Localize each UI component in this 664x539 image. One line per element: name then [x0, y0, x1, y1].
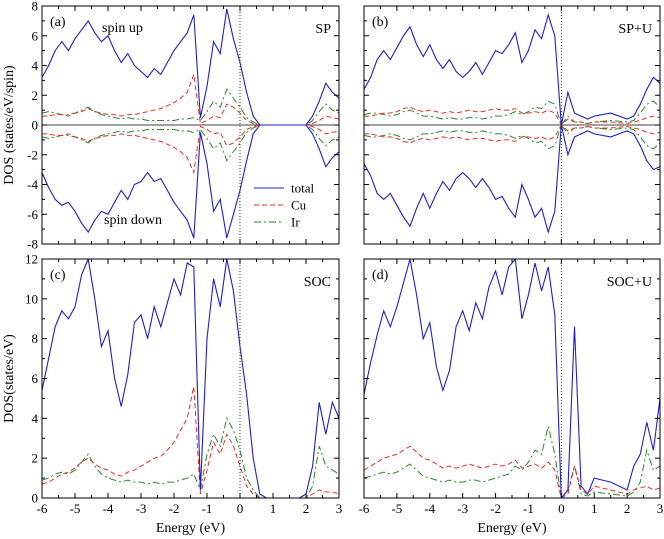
y-tick-label: 8 — [32, 0, 39, 14]
panel-b: (b) SP+U — [363, 5, 661, 245]
x-tick-label: -6 — [37, 501, 48, 516]
series-total-spin-down — [42, 124, 339, 239]
panel-label: (a) — [50, 15, 66, 30]
panel-a: -8 -6 -4 -2 0 2 4 6 8 (a) SP spin up spin down total C… — [2, 0, 340, 252]
panel-title: SP — [315, 22, 331, 37]
panel-label: (b) — [372, 15, 389, 30]
x-axis-title: Energy (eV) — [477, 521, 547, 536]
panel-label: (d) — [372, 268, 389, 283]
series-cu-spin-down — [364, 124, 660, 144]
series-total-spin-up — [364, 12, 660, 126]
x-tick-label: 1 — [270, 501, 277, 516]
x-tick-label: -6 — [359, 501, 370, 516]
x-tick-label: 0 — [237, 501, 244, 516]
legend-label-total: total — [291, 181, 314, 196]
panel-title: SOC+U — [607, 275, 652, 290]
legend-label-cu: Cu — [291, 198, 307, 213]
x-tick-label: -3 — [136, 501, 147, 516]
y-tick-label: -6 — [27, 207, 38, 222]
y-axis-title: DOS (states/eV/spin) — [2, 65, 17, 185]
y-tick-label: 4 — [32, 58, 39, 73]
x-tick-label: -5 — [391, 501, 402, 516]
spin-down-annotation: spin down — [104, 213, 162, 228]
y-tick-label: -8 — [27, 237, 38, 252]
x-tick-label: -2 — [490, 501, 501, 516]
series-total — [42, 259, 339, 498]
x-tick-label: 2 — [303, 501, 310, 516]
y-tick-label: -4 — [27, 177, 38, 192]
y-tick-label: -2 — [27, 147, 38, 162]
y-tick-label: 12 — [25, 252, 38, 267]
y-tick-label: 6 — [32, 371, 39, 386]
y-tick-label: 6 — [32, 28, 39, 43]
x-tick-label: -2 — [169, 501, 180, 516]
x-tick-label: 0 — [558, 501, 565, 516]
x-axis-title: Energy (eV) — [156, 521, 226, 536]
series-total — [364, 259, 660, 498]
x-tick-label: 2 — [624, 501, 631, 516]
series-ir-spin-down — [364, 123, 660, 150]
series-ir-spin-down — [42, 124, 339, 162]
x-tick-label: -1 — [202, 501, 213, 516]
x-tick-label: 1 — [591, 501, 598, 516]
y-tick-label: 10 — [25, 291, 38, 306]
legend-label-ir: Ir — [291, 215, 300, 230]
y-tick-label: 0 — [32, 118, 39, 133]
series-ir — [364, 426, 660, 498]
series-ir-spin-up — [42, 88, 339, 126]
y-tick-label: 2 — [32, 451, 39, 466]
x-tick-label: -5 — [70, 501, 81, 516]
x-tick-label: -4 — [103, 501, 114, 516]
series-cu-spin-up — [42, 74, 339, 126]
x-tick-label: 3 — [336, 501, 343, 516]
series-cu-spin-up — [364, 106, 660, 126]
series-cu — [42, 386, 339, 498]
spin-up-annotation: spin up — [102, 21, 143, 36]
x-tick-label: 3 — [657, 501, 664, 516]
y-tick-label: 4 — [32, 411, 39, 426]
y-tick-label: 2 — [32, 88, 39, 103]
x-tick-label: -4 — [424, 501, 435, 516]
series-ir-spin-up — [364, 100, 660, 127]
series-total-spin-down — [364, 124, 660, 235]
plot-frame — [41, 258, 340, 499]
series-cu — [364, 445, 660, 498]
panel-title: SP+U — [618, 22, 652, 37]
panel-title: SOC — [304, 275, 331, 290]
panel-d: -6 -5 -4 -3 -2 -1 0 1 2 3 (d) SOC+U Energy (eV) — [359, 258, 664, 536]
y-tick-label: 8 — [32, 331, 39, 346]
panel-label: (c) — [50, 268, 66, 283]
x-tick-label: -3 — [457, 501, 468, 516]
series-ir — [42, 416, 339, 498]
x-tick-label: -1 — [523, 501, 534, 516]
y-axis-title: DOS(states/eV) — [2, 334, 17, 423]
y-tick-label: 0 — [32, 491, 39, 506]
